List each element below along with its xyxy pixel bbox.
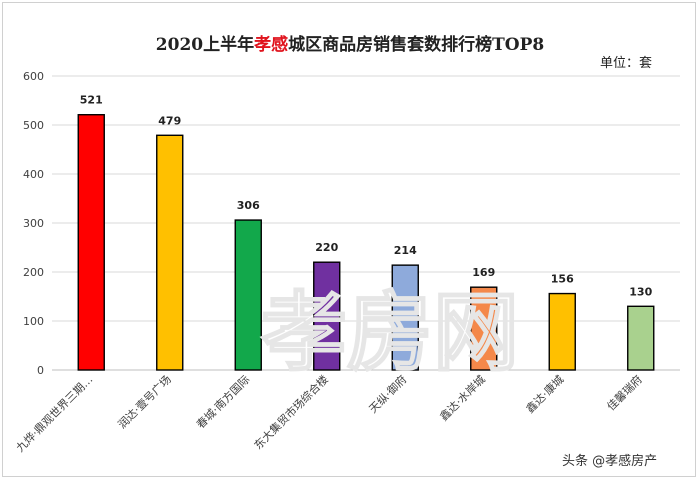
y-axis-ticks: 0 100 200 300 400 500 600 [23,70,44,377]
x-tick-label: 九烨·鼎观世界三期… [14,373,96,455]
title-highlight: 孝感 [254,35,289,55]
bar [627,305,655,371]
x-axis-ticks: 九烨·鼎观世界三期… 润达·壹号广场 春城·南方国际 东大集贸市场综合楼 天纵·御府 鑫达… [14,372,645,454]
chart-title: 2020上半年孝感城区商品房销售套数排行榜TOP8 [155,35,545,55]
x-tick-label: 润达·壹号广场 [115,372,174,431]
data-label: 130 [629,285,652,298]
bar [391,264,419,371]
bar [156,134,184,371]
x-tick-label: 天纵·御府 [366,372,409,415]
data-label: 306 [237,199,260,212]
x-tick-label: 鑫达·康城 [523,372,566,415]
data-label: 479 [158,114,181,127]
data-label: 214 [394,244,417,257]
bar [313,261,341,371]
bar [470,286,498,371]
x-tick-label: 春城·南方国际 [193,372,252,431]
data-label: 156 [551,273,574,286]
gridlines [52,75,680,371]
y-tick-label: 400 [23,168,44,181]
x-tick-label: 鑫达·水岸城 [437,372,488,423]
bar [234,219,262,371]
x-tick-label: 东大集贸市场综合楼 [251,372,331,452]
x-tick-label: 佳馨瑞府 [604,372,645,413]
y-tick-label: 0 [37,364,44,377]
bar [548,292,576,371]
bars [77,114,655,371]
source-credit: 头条 @孝感房产 [562,454,658,469]
bar [77,114,105,371]
y-tick-label: 600 [23,70,44,83]
data-labels: 521 479 306 220 214 169 156 130 [80,94,653,299]
chart-frame [2,2,696,477]
y-tick-label: 500 [23,119,44,132]
data-label: 220 [315,241,338,254]
y-tick-label: 300 [23,217,44,230]
data-label: 521 [80,94,103,107]
data-label: 169 [472,266,495,279]
unit-label: 单位：套 [600,56,653,71]
y-tick-label: 200 [23,266,44,279]
y-tick-label: 100 [23,315,44,328]
